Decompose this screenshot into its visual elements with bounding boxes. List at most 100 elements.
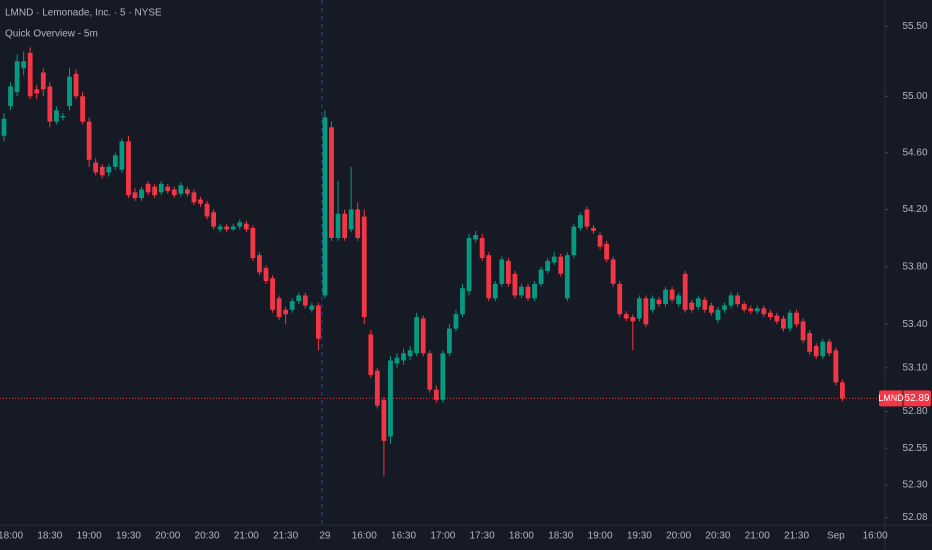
x-tick-label: 17:30: [470, 531, 495, 542]
candle-body: [781, 318, 786, 329]
candle-body: [702, 299, 708, 310]
x-tick-label: 20:30: [705, 531, 730, 542]
candle-body: [453, 314, 459, 329]
price-tag-bg: [879, 390, 931, 407]
price-tag-value: 52.89: [904, 393, 929, 404]
candle-body: [420, 318, 426, 354]
x-tick-label: 20:00: [666, 531, 691, 542]
candle-body: [185, 189, 190, 194]
price-tag-symbol: LMND: [878, 393, 904, 403]
candle-body: [14, 61, 20, 93]
candle-body: [767, 312, 773, 318]
x-tick-label: 16:00: [863, 531, 888, 542]
chart-subtitle: Quick Overview - 5m: [5, 29, 98, 40]
y-tick-label: 53.80: [902, 261, 927, 272]
y-tick-label: 52.08: [902, 512, 927, 523]
candle-body: [250, 227, 256, 259]
candle-body: [224, 226, 230, 230]
candle-body: [145, 183, 151, 193]
candle-body: [126, 141, 131, 196]
candle-body: [604, 243, 609, 260]
candle-body: [486, 255, 492, 299]
candle-body: [8, 86, 13, 107]
candle-body: [388, 360, 393, 437]
candle-body: [414, 317, 420, 354]
candle-body: [643, 298, 649, 325]
candle-body: [558, 256, 564, 274]
candle-body: [401, 353, 406, 361]
candle-body: [335, 213, 341, 238]
candle-body: [669, 289, 675, 300]
y-tick-label: 54.60: [902, 147, 927, 158]
candle-body: [741, 304, 747, 310]
x-tick-label: 18:30: [37, 531, 62, 542]
candle-body: [165, 186, 171, 191]
candle-body: [27, 52, 33, 97]
candle-body: [813, 346, 819, 357]
candle-body: [322, 117, 328, 296]
candle-body: [447, 328, 452, 354]
candle-body: [833, 350, 839, 383]
candle-body: [787, 312, 793, 329]
x-tick-label: 21:30: [784, 531, 809, 542]
candle-body: [270, 278, 275, 310]
y-tick-label: 52.30: [902, 480, 927, 491]
candle-body: [237, 222, 243, 227]
candle-body: [800, 321, 806, 341]
x-tick-label: 19:00: [588, 531, 613, 542]
candle-body: [93, 162, 99, 173]
candle-body: [538, 269, 544, 284]
candle-body: [47, 86, 53, 122]
candle-body: [564, 255, 570, 299]
candle-body: [230, 226, 236, 230]
candle-body: [191, 192, 197, 203]
x-tick-label: 21:30: [273, 531, 298, 542]
candle-body: [650, 298, 655, 310]
candle-body: [499, 259, 505, 284]
y-tick-label: 52.55: [902, 443, 927, 454]
y-tick-label: 55.00: [902, 91, 927, 102]
candle-body: [368, 334, 374, 376]
x-tick-label: 16:00: [352, 531, 377, 542]
candle-body: [132, 192, 138, 199]
candle-body: [73, 73, 79, 97]
candle-body: [60, 115, 66, 118]
candle-body: [243, 223, 249, 230]
candle-body: [695, 298, 701, 307]
candle-body: [309, 305, 315, 310]
candle-body: [99, 166, 105, 176]
candle-body: [289, 301, 295, 310]
candle-body: [355, 209, 361, 238]
y-tick-label: 55.50: [902, 21, 927, 32]
candle-body: [407, 350, 413, 357]
y-tick-label: 53.40: [902, 319, 927, 330]
candle-body: [840, 382, 845, 399]
candle-body: [545, 260, 551, 271]
candle-body: [820, 341, 826, 357]
candle-body: [381, 399, 387, 441]
candle-body: [663, 289, 668, 305]
candle-body: [106, 166, 112, 173]
candle-body: [636, 298, 642, 319]
candle-body: [807, 332, 813, 352]
candle-body: [610, 259, 616, 284]
candle-body: [433, 389, 439, 400]
candle-body: [263, 268, 269, 282]
x-tick-label: 18:00: [0, 531, 23, 542]
candle-body: [715, 309, 721, 320]
candle-body: [427, 353, 433, 390]
candle-body: [512, 273, 518, 296]
candle-body: [440, 353, 446, 400]
candle-body: [728, 295, 734, 306]
x-tick-label: 16:30: [391, 531, 416, 542]
candle-body: [682, 273, 688, 310]
candle-body: [466, 237, 472, 292]
candle-body: [302, 295, 308, 306]
candle-body: [519, 286, 524, 296]
candle-body: [492, 283, 498, 299]
candle-body: [342, 213, 347, 238]
x-tick-label: 19:30: [627, 531, 652, 542]
candle-body: [584, 209, 590, 227]
